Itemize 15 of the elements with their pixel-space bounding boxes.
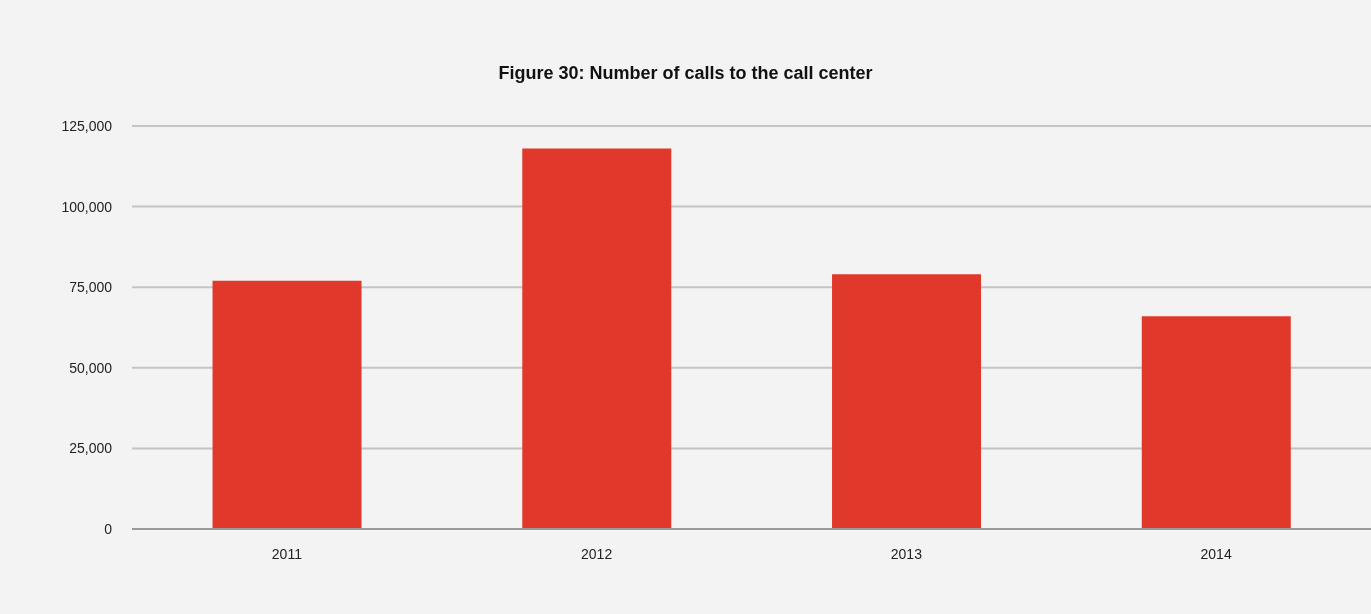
bar	[522, 148, 672, 529]
y-tick-label: 0	[104, 520, 113, 537]
x-tick-label: 2013	[890, 545, 923, 562]
x-tick-label: 2012	[581, 545, 613, 562]
y-tick-label: 100,000	[61, 198, 113, 215]
chart-title: Figure 30: Number of calls to the call center	[497, 63, 874, 84]
y-tick-label: 50,000	[69, 359, 113, 376]
x-tick-label: 2014	[1200, 545, 1232, 562]
y-tick-label: 25,000	[69, 440, 113, 457]
y-tick-label: 75,000	[69, 279, 113, 296]
y-tick-label: 125,000	[61, 117, 113, 134]
bar	[212, 280, 362, 529]
bar	[832, 274, 982, 529]
x-tick-label: 2011	[271, 545, 303, 562]
bar	[1141, 316, 1291, 529]
